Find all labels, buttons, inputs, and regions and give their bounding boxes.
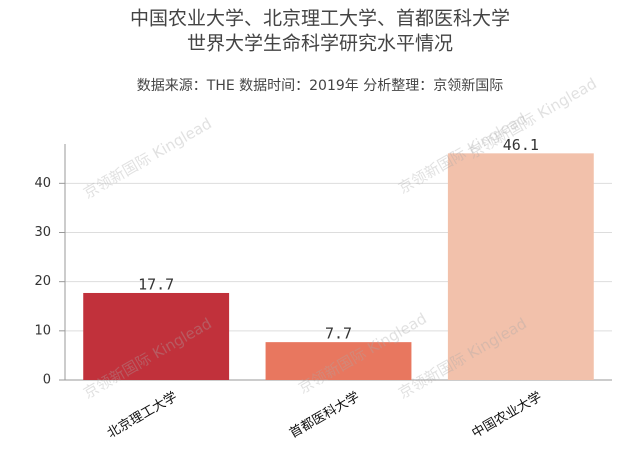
bar	[265, 342, 412, 380]
chart-title: 中国农业大学、北京理工大学、首都医科大学	[130, 8, 510, 30]
y-tick-label: 0	[43, 373, 51, 388]
x-tick-label: 中国农业大学	[469, 389, 545, 442]
value-label: 46.1	[503, 136, 539, 154]
value-label: 7.7	[325, 325, 352, 343]
bar	[447, 153, 594, 380]
y-tick-label: 30	[34, 225, 51, 240]
chart-title: 世界大学生命科学研究水平情况	[187, 33, 453, 55]
x-tick-label: 北京理工大学	[104, 389, 180, 442]
bar	[83, 292, 230, 380]
y-tick-label: 10	[34, 323, 51, 338]
y-tick-label: 40	[34, 176, 51, 191]
y-tick-label: 20	[34, 274, 51, 289]
value-label: 17.7	[138, 275, 174, 293]
watermark: 京领新国际 Kinglead	[80, 114, 215, 202]
x-tick-label: 首都医科大学	[287, 389, 363, 442]
chart-subtitle: 数据来源：THE 数据时间：2019年 分析整理：京领新国际	[137, 78, 503, 94]
